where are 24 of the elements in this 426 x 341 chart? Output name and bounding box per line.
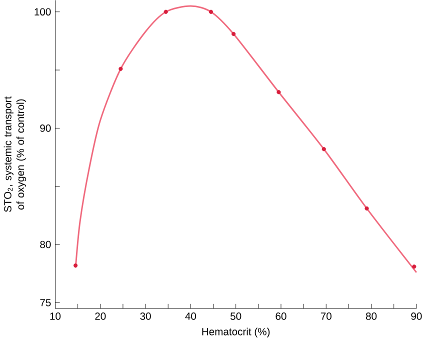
x-tick-label: 50 (230, 312, 242, 320)
x-tick-label: 60 (276, 312, 286, 320)
x-tick-label: 90 (411, 312, 422, 320)
line-series (74, 5, 418, 274)
point (322, 146, 326, 152)
x-axis-title: Hematocrit (%) (202, 328, 270, 338)
y-tick-label: 90 (40, 124, 51, 132)
point (276, 90, 281, 94)
point (364, 206, 369, 210)
point (73, 263, 78, 268)
point (164, 10, 168, 14)
point (412, 264, 416, 269)
x-tick-label: 10 (50, 312, 61, 320)
point (118, 66, 123, 71)
x-tick-label: 80 (366, 312, 377, 320)
x-tick-label: 30 (140, 312, 151, 320)
x-tick-label: 70 (320, 312, 332, 320)
y-tick-label: 80 (40, 240, 51, 248)
x-tick-label: 20 (95, 312, 106, 320)
y-tick-label: 75 (40, 298, 51, 306)
x-tick-label: 40 (185, 312, 196, 320)
y-tick-label: 100 (34, 8, 51, 16)
point (208, 10, 214, 14)
point (232, 32, 236, 36)
